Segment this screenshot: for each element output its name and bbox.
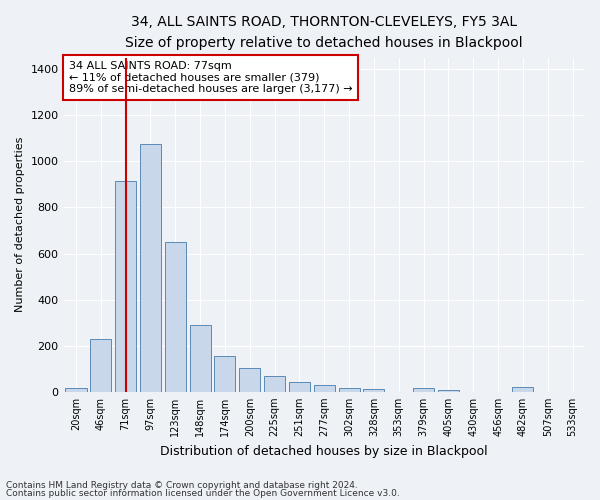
Bar	[190, 325, 211, 392]
Bar	[264, 376, 285, 392]
Bar	[413, 388, 434, 392]
Text: 34 ALL SAINTS ROAD: 77sqm
← 11% of detached houses are smaller (379)
89% of semi: 34 ALL SAINTS ROAD: 77sqm ← 11% of detac…	[69, 61, 352, 94]
Bar	[364, 388, 385, 392]
Bar	[115, 181, 136, 392]
Y-axis label: Number of detached properties: Number of detached properties	[15, 137, 25, 312]
Title: 34, ALL SAINTS ROAD, THORNTON-CLEVELEYS, FY5 3AL
Size of property relative to de: 34, ALL SAINTS ROAD, THORNTON-CLEVELEYS,…	[125, 15, 523, 50]
Text: Contains public sector information licensed under the Open Government Licence v3: Contains public sector information licen…	[6, 488, 400, 498]
Bar	[65, 388, 86, 392]
Bar	[289, 382, 310, 392]
X-axis label: Distribution of detached houses by size in Blackpool: Distribution of detached houses by size …	[160, 444, 488, 458]
Bar	[165, 242, 186, 392]
Bar	[338, 388, 359, 392]
Bar	[239, 368, 260, 392]
Bar	[314, 386, 335, 392]
Bar	[512, 387, 533, 392]
Bar	[140, 144, 161, 392]
Bar	[90, 340, 112, 392]
Bar	[438, 390, 459, 392]
Bar	[214, 356, 235, 392]
Text: Contains HM Land Registry data © Crown copyright and database right 2024.: Contains HM Land Registry data © Crown c…	[6, 481, 358, 490]
